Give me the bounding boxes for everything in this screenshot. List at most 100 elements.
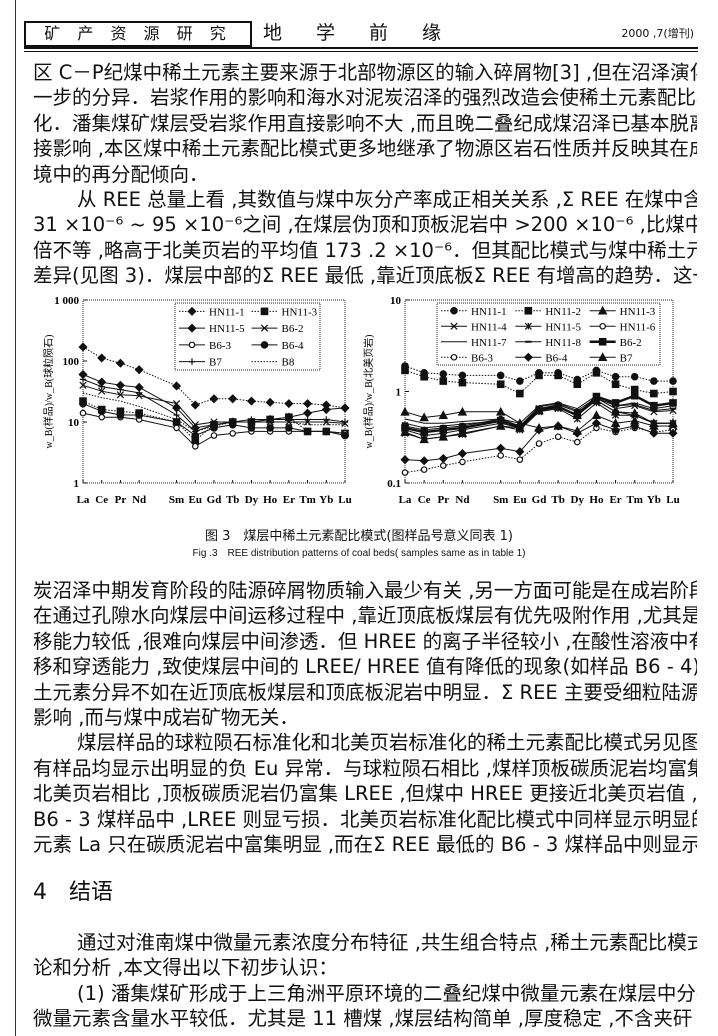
marker-diamond bbox=[209, 394, 219, 404]
y-axis-label: w_B(样品)/w_B(球粒陨石) bbox=[42, 335, 55, 449]
x-tick-label: Tb bbox=[551, 494, 564, 506]
marker-open-circle bbox=[420, 466, 428, 473]
page-margin-line bbox=[15, 0, 16, 1036]
marker-plus bbox=[79, 376, 87, 383]
marker-square bbox=[650, 389, 658, 398]
x-tick-label: Dy bbox=[245, 494, 259, 506]
journal-title: 地 学 前 缘 bbox=[262, 22, 456, 44]
text-line: 31 ×10⁻⁶ ~ 95 ×10⁻⁶之间 ,在煤层伪顶和顶板泥岩中 >200 … bbox=[33, 213, 697, 237]
marker-circle bbox=[650, 377, 658, 385]
marker-plus bbox=[248, 416, 255, 423]
legend-label: B6-4 bbox=[282, 340, 305, 352]
marker-triangle bbox=[400, 427, 410, 436]
legend-label: B6-2 bbox=[282, 323, 304, 335]
marker-diamond bbox=[246, 396, 256, 406]
marker-diamond bbox=[187, 306, 197, 316]
marker-triangle bbox=[419, 412, 429, 422]
marker-circle bbox=[630, 372, 639, 381]
marker-diamond bbox=[78, 342, 88, 352]
marker-triangle bbox=[515, 422, 525, 432]
x-tick-label: Yb bbox=[647, 494, 661, 506]
text-line: 论和分析 ,本文得出以下初步认识： bbox=[33, 956, 338, 980]
marker-open-circle bbox=[439, 462, 447, 469]
marker-x bbox=[79, 381, 87, 389]
marker-square bbox=[669, 399, 677, 407]
legend-label: HN11-7 bbox=[471, 337, 507, 349]
marker-circle bbox=[303, 427, 312, 436]
y-tick-label: 1 bbox=[74, 478, 80, 490]
marker-square bbox=[669, 387, 677, 396]
x-tick-label: Ho bbox=[263, 494, 278, 506]
marker-open-circle bbox=[401, 469, 409, 476]
marker-plus bbox=[188, 358, 196, 365]
body-text-block-1: 区 C－P纪煤中稀土元素主要来源于北部物源区的输入碎屑物[3] ,但在沼泽演化阶… bbox=[33, 60, 697, 289]
series-line-b7 bbox=[404, 399, 673, 440]
legend-label: HN11-6 bbox=[620, 321, 656, 333]
marker-diamond bbox=[228, 394, 238, 404]
body-text-block-3: 通过对淮南煤中微量元素浓度分布特征 ,共生组合特点 ,稀土元素配比模式特征等的讨… bbox=[33, 930, 697, 1032]
legend-label: B6-4 bbox=[545, 352, 568, 364]
marker-open-circle bbox=[599, 322, 606, 330]
text-line: 元素 La 只在碳质泥岩中富集明显 ,而在Σ REE 最低的 B6 - 3 煤样… bbox=[33, 832, 697, 856]
marker-diamond bbox=[321, 405, 331, 415]
section-heading: 4 结语 bbox=[33, 879, 113, 907]
marker-diamond bbox=[303, 399, 313, 409]
text-line: 通过对淮南煤中微量元素浓度分布特征 ,共生组合特点 ,稀土元素配比模式特征等的讨 bbox=[77, 931, 697, 954]
series-line-b6-2 bbox=[82, 384, 346, 426]
legend-label: HN11-3 bbox=[282, 306, 318, 318]
figure-caption-zh: 图 3 煤层中稀土元素配比模式(图样品号意义同表 1) bbox=[205, 529, 513, 544]
figure-caption-en: Fig .3 REE distribution patterns of coal… bbox=[192, 548, 526, 559]
marker-diamond bbox=[97, 353, 107, 363]
text-line: 土元素分异不如在近顶底板煤层和顶底板泥岩中明显．Σ REE 主要受细粒陆源碎屑物… bbox=[33, 680, 697, 704]
marker-square bbox=[401, 366, 409, 375]
marker-square bbox=[439, 377, 448, 385]
x-tick-label: Gd bbox=[532, 494, 547, 506]
text-line: 有样品均显示出明显的负 Eu 异常．与球粒陨石相比 ,煤样顶板碳质泥岩均富集 L… bbox=[33, 756, 697, 780]
y-tick-label: 1 bbox=[396, 387, 402, 399]
y-tick-label: 100 bbox=[63, 356, 80, 368]
marker-triangle bbox=[649, 418, 659, 428]
marker-x bbox=[172, 400, 181, 408]
marker-circle bbox=[116, 411, 125, 419]
marker-triangle bbox=[572, 410, 582, 420]
marker-diamond bbox=[668, 428, 678, 438]
text-line: 接影响 ,本区煤中稀土元素配比模式更多地继承了物源区岩石性质并反映其在成煤沼泽环 bbox=[33, 137, 697, 161]
marker-circle bbox=[450, 306, 458, 315]
marker-diamond bbox=[438, 454, 448, 464]
text-line: 化．潘集煤矿煤层受岩浆作用直接影响不大 ,而且晚二叠纪成煤沼泽已基本脱离海水的直 bbox=[33, 111, 697, 135]
marker-diamond bbox=[457, 448, 467, 459]
legend-label: HN11-5 bbox=[209, 323, 245, 335]
marker-square bbox=[420, 428, 428, 436]
legend-label: HN11-1 bbox=[471, 306, 507, 318]
marker-square bbox=[535, 371, 543, 380]
marker-open-circle bbox=[191, 442, 199, 450]
marker-open-circle bbox=[516, 456, 524, 463]
section-title: 结语 bbox=[69, 880, 114, 905]
text-line: 倍不等 ,略高于北美页岩的平均值 173 .2 ×10⁻⁶．但其配比模式与煤中稀… bbox=[33, 238, 697, 262]
text-line: 一步的分异．岩浆作用的影响和海水对泥炭沼泽的强烈改造会使稀土元素配比模式发生变 bbox=[33, 86, 697, 110]
marker-plus bbox=[98, 383, 105, 390]
marker-diamond bbox=[496, 443, 506, 453]
marker-open-circle bbox=[459, 458, 466, 466]
marker-triangle bbox=[591, 410, 602, 420]
marker-circle bbox=[496, 371, 505, 380]
marker-square bbox=[611, 380, 620, 389]
marker-triangle bbox=[419, 434, 429, 444]
text-line: 移能力较低 ,很难向煤层中间渗透．但 HREE 的离子半径较小 ,在酸性溶液中有… bbox=[33, 629, 697, 653]
text-line: 差异(见图 3)．煤层中部的Σ REE 最低 ,靠近顶底板Σ REE 有增高的趋… bbox=[33, 264, 697, 288]
marker-circle bbox=[172, 418, 181, 426]
marker-open-circle bbox=[554, 433, 562, 441]
marker-open-circle bbox=[188, 341, 196, 349]
text-line: 煤层样品的球粒陨石标准化和北美页岩标准化的稀土元素配比模式另见图 3a ,b．所 bbox=[77, 731, 697, 755]
marker-diamond bbox=[534, 425, 544, 435]
marker-diamond bbox=[572, 428, 582, 438]
marker-open-circle bbox=[450, 353, 458, 361]
marker-circle bbox=[341, 431, 349, 440]
x-tick-label: Lu bbox=[666, 494, 679, 506]
marker-open-circle bbox=[229, 430, 237, 437]
text-line: (1) 潘集煤矿形成于上三角洲平原环境的二叠纪煤中微量元素在煤层中分布均一 ,有… bbox=[77, 981, 697, 1005]
marker-circle bbox=[247, 424, 256, 432]
marker-diamond bbox=[419, 456, 429, 466]
marker-circle bbox=[322, 427, 331, 436]
marker-circle bbox=[97, 407, 106, 416]
